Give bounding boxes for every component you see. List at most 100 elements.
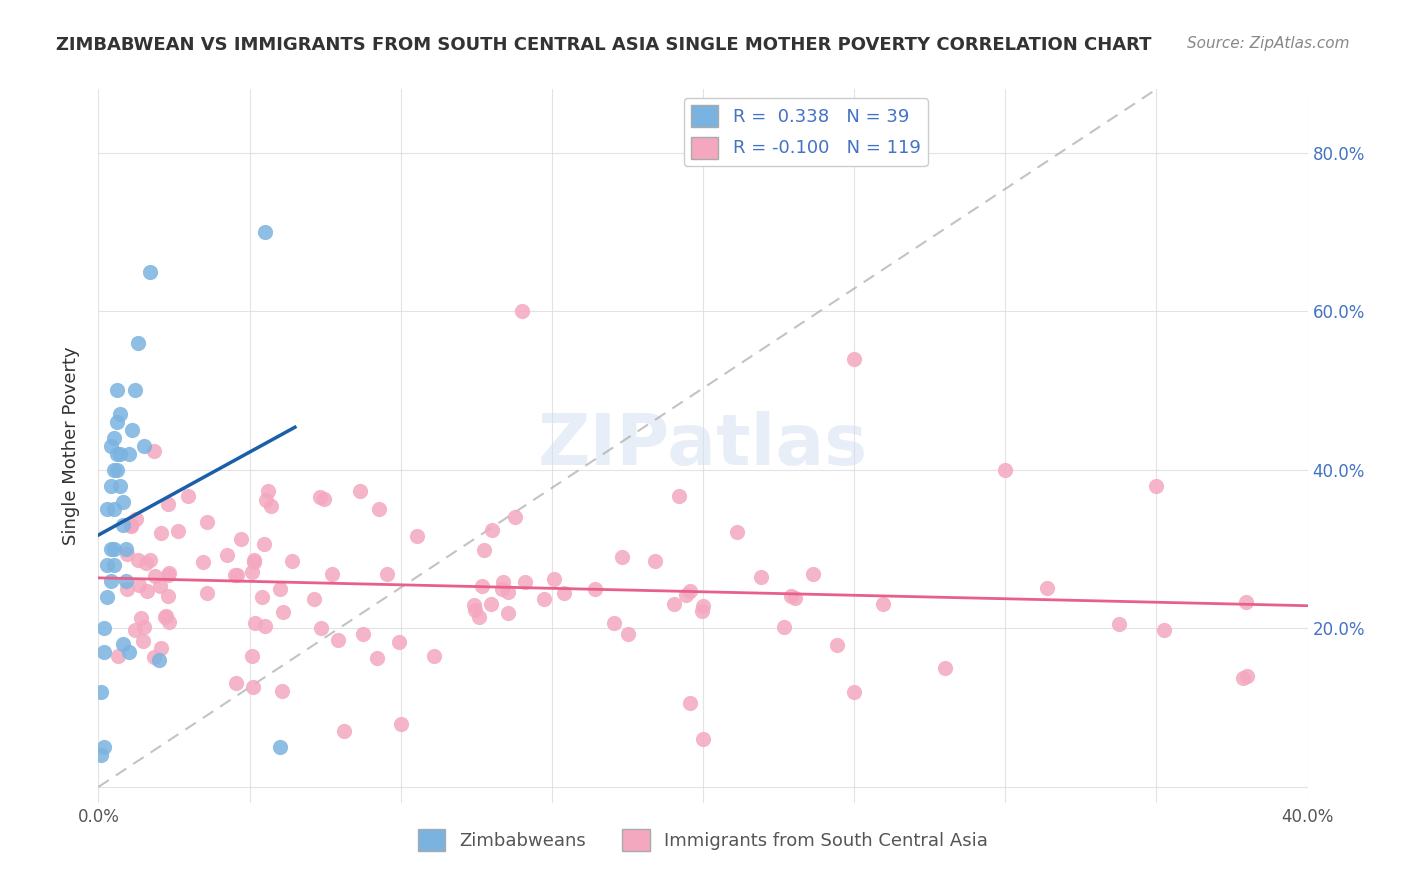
Point [242, 553, 264, 567]
Point [111, 494, 134, 508]
Point [366, 651, 388, 665]
Point [406, 529, 429, 543]
Point [129, 610, 152, 624]
Point [127, 335, 149, 350]
Point [772, 620, 794, 634]
Point [242, 680, 264, 694]
Point [326, 633, 349, 648]
Point [143, 568, 166, 582]
Point [333, 723, 356, 738]
Point [124, 623, 146, 637]
Point [1144, 478, 1167, 492]
Point [115, 582, 138, 596]
Point [825, 638, 848, 652]
Point [139, 264, 162, 278]
Point [616, 627, 638, 641]
Point [90, 748, 112, 763]
Point [225, 675, 247, 690]
Point [479, 598, 502, 612]
Point [664, 597, 686, 611]
Point [472, 542, 495, 557]
Point [132, 620, 155, 634]
Point [105, 463, 128, 477]
Point [994, 463, 1017, 477]
Point [105, 384, 128, 398]
Legend: Zimbabweans, Immigrants from South Central Asia: Zimbabweans, Immigrants from South Centr… [411, 822, 995, 858]
Point [148, 653, 170, 667]
Point [491, 582, 513, 596]
Point [314, 491, 336, 506]
Point [100, 542, 122, 557]
Point [309, 490, 332, 504]
Point [273, 605, 295, 619]
Point [256, 484, 278, 499]
Point [1236, 669, 1258, 683]
Point [93, 645, 115, 659]
Point [679, 583, 702, 598]
Point [157, 566, 180, 580]
Point [125, 511, 148, 525]
Point [872, 597, 894, 611]
Point [270, 684, 292, 698]
Point [467, 610, 489, 624]
Point [751, 570, 773, 584]
Point [675, 588, 697, 602]
Point [240, 648, 263, 663]
Point [243, 555, 266, 569]
Point [668, 489, 690, 503]
Point [224, 568, 246, 582]
Point [96, 502, 118, 516]
Point [108, 478, 131, 492]
Point [269, 740, 291, 755]
Point [496, 606, 519, 620]
Point [108, 407, 131, 421]
Point [157, 568, 180, 582]
Point [195, 586, 218, 600]
Point [90, 685, 112, 699]
Point [226, 568, 249, 582]
Point [725, 525, 748, 540]
Point [553, 586, 575, 600]
Point [124, 384, 146, 398]
Point [934, 661, 956, 675]
Point [253, 537, 276, 551]
Point [157, 615, 180, 630]
Point [134, 556, 156, 570]
Point [583, 582, 606, 596]
Point [463, 599, 485, 613]
Point [692, 604, 714, 618]
Point [132, 633, 155, 648]
Point [111, 518, 134, 533]
Point [253, 225, 276, 239]
Point [492, 575, 515, 590]
Point [100, 574, 122, 588]
Point [96, 558, 118, 572]
Point [679, 696, 702, 710]
Point [135, 584, 157, 599]
Point [118, 645, 141, 659]
Point [103, 431, 125, 445]
Point [156, 498, 179, 512]
Point [107, 648, 129, 663]
Point [610, 549, 633, 564]
Point [321, 567, 343, 582]
Point [603, 616, 626, 631]
Point [93, 621, 115, 635]
Point [302, 592, 325, 607]
Point [250, 590, 273, 604]
Point [191, 555, 214, 569]
Text: Source: ZipAtlas.com: Source: ZipAtlas.com [1187, 36, 1350, 51]
Point [692, 732, 714, 747]
Point [240, 565, 263, 579]
Point [93, 740, 115, 755]
Point [105, 415, 128, 429]
Point [352, 627, 374, 641]
Point [118, 447, 141, 461]
Point [1036, 581, 1059, 595]
Point [254, 493, 277, 508]
Y-axis label: Single Mother Poverty: Single Mother Poverty [62, 347, 80, 545]
Point [120, 518, 142, 533]
Point [103, 502, 125, 516]
Point [260, 499, 283, 513]
Point [100, 439, 122, 453]
